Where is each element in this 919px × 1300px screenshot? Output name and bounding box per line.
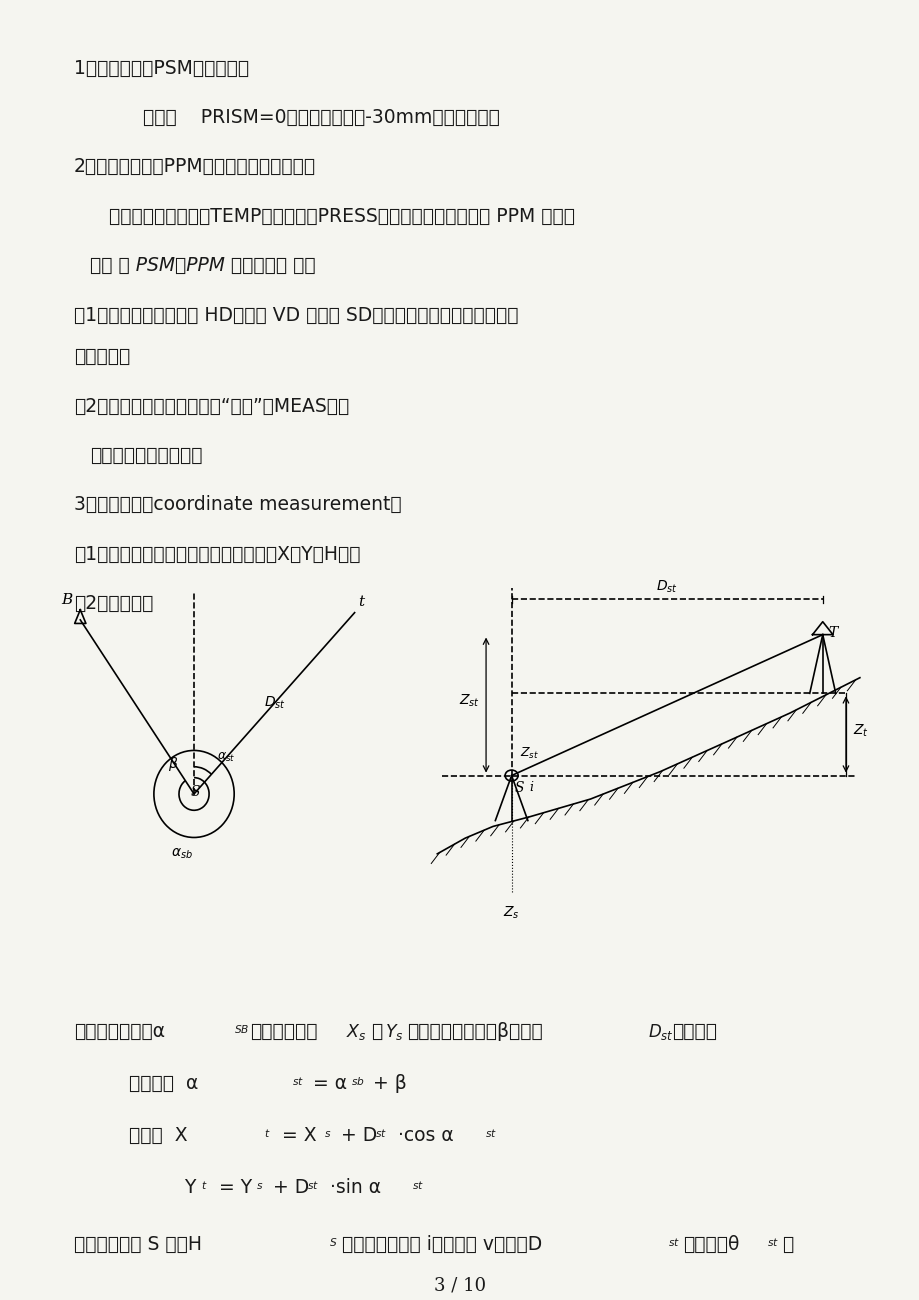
Text: + β: + β <box>367 1074 406 1093</box>
Text: 一般：    PRISM=0（原配棱镜），-30mm（国产棱镜）: 一般： PRISM=0（原配棱镜），-30mm（国产棱镜） <box>142 108 499 127</box>
Text: ，竖直角θ: ，竖直角θ <box>682 1235 738 1254</box>
Text: $_{st}$: $_{st}$ <box>412 1178 424 1192</box>
Text: $_S$: $_S$ <box>329 1235 337 1249</box>
Text: $_{st}$: $_{st}$ <box>667 1235 679 1249</box>
Text: 差及斜距）: 差及斜距） <box>74 347 130 367</box>
Text: + D: + D <box>267 1178 309 1197</box>
Text: 3 / 10: 3 / 10 <box>434 1277 485 1295</box>
Text: $\alpha_{st}$: $\alpha_{st}$ <box>217 751 235 764</box>
Text: $_{sb}$: $_{sb}$ <box>350 1074 364 1088</box>
Text: = Y: = Y <box>212 1178 252 1197</box>
Text: S: S <box>514 781 523 796</box>
Text: $_{st}$: $_{st}$ <box>307 1178 319 1192</box>
Text: （2）测量原理: （2）测量原理 <box>74 594 153 614</box>
Text: $_{st}$: $_{st}$ <box>291 1074 303 1088</box>
Text: $_t$: $_t$ <box>264 1126 270 1140</box>
Text: （1）功能：可测量目标点的三维坐标（X，Y，H）。: （1）功能：可测量目标点的三维坐标（X，Y，H）。 <box>74 545 359 564</box>
Text: $_s$: $_s$ <box>255 1178 263 1192</box>
Text: （观看距离测量录像）: （观看距离测量录像） <box>90 446 202 465</box>
Text: $\alpha_{sb}$: $\alpha_{sb}$ <box>171 846 193 861</box>
Text: + D: + D <box>335 1126 377 1145</box>
Text: ，: ， <box>781 1235 792 1254</box>
Text: $Z_{st}$: $Z_{st}$ <box>459 693 480 710</box>
Text: $_t$: $_t$ <box>200 1178 207 1192</box>
Text: ·cos α: ·cos α <box>391 1126 453 1145</box>
Text: $\beta$: $\beta$ <box>168 755 178 774</box>
Text: $_{st}$: $_{st}$ <box>484 1126 496 1140</box>
Text: ·sin α: ·sin α <box>323 1178 380 1197</box>
Text: = X: = X <box>276 1126 316 1145</box>
Text: 方位角：  α: 方位角： α <box>129 1074 198 1093</box>
Text: $X_s$: $X_s$ <box>346 1022 367 1041</box>
Text: $Z_{st}$: $Z_{st}$ <box>519 746 539 760</box>
Text: t: t <box>357 595 364 608</box>
Text: 3．坐标测量（coordinate measurement）: 3．坐标测量（coordinate measurement） <box>74 495 401 515</box>
Text: $_{st}$: $_{st}$ <box>375 1126 387 1140</box>
Text: = α: = α <box>307 1074 347 1093</box>
Text: 1）棱镜常数（PSM）的设置。: 1）棱镜常数（PSM）的设置。 <box>74 58 248 78</box>
Text: ，测站坐标（: ，测站坐标（ <box>250 1022 317 1041</box>
Text: ，: ， <box>370 1022 381 1041</box>
Text: 。则有：: 。则有： <box>672 1022 717 1041</box>
Text: （2）方法：照准棱镜点，按“测量”（MEAS）。: （2）方法：照准棱镜点，按“测量”（MEAS）。 <box>74 396 348 416</box>
Text: B: B <box>62 593 73 607</box>
Text: $D_{st}$: $D_{st}$ <box>655 578 677 594</box>
Text: （观 看 PSM、PPM 设置方法录 像）: （观 看 PSM、PPM 设置方法录 像） <box>90 256 315 276</box>
Text: $Z_t$: $Z_t$ <box>852 723 868 738</box>
Text: $_s$: $_s$ <box>323 1126 331 1140</box>
Text: $_{st}$: $_{st}$ <box>766 1235 778 1249</box>
Text: （1）功能：可测量平距 HD、高差 VD 和斜距 SD（全站仪镜点至棱镜镜点间高: （1）功能：可测量平距 HD、高差 VD 和斜距 SD（全站仪镜点至棱镜镜点间高 <box>74 306 517 325</box>
Text: Y: Y <box>184 1178 195 1197</box>
Text: 若输入：方位角α: 若输入：方位角α <box>74 1022 165 1041</box>
Text: T: T <box>827 625 836 640</box>
Text: $Y_s$: $Y_s$ <box>384 1022 403 1041</box>
Text: ，测得：仪器高 i，棱镜高 v，平距D: ，测得：仪器高 i，棱镜高 v，平距D <box>342 1235 542 1254</box>
Text: 2）大气改正数（PPM）（乘常数）的设置。: 2）大气改正数（PPM）（乘常数）的设置。 <box>74 157 315 177</box>
Text: 坐标：  X: 坐标： X <box>129 1126 187 1145</box>
Text: 输入测量时的气温（TEMP）、气压（PRESS），或经计算后，输入 PPM 的値。: 输入测量时的气温（TEMP）、气压（PRESS），或经计算后，输入 PPM 的値… <box>108 207 574 226</box>
Text: ）；测得：水平角β和平距: ）；测得：水平角β和平距 <box>406 1022 542 1041</box>
Text: $D_{st}$: $D_{st}$ <box>264 694 286 711</box>
Text: S: S <box>191 785 200 800</box>
Text: $D_{st}$: $D_{st}$ <box>647 1022 673 1041</box>
Text: i: i <box>528 781 533 794</box>
Text: $_{SB}$: $_{SB}$ <box>233 1022 249 1036</box>
Text: $Z_s$: $Z_s$ <box>503 905 519 922</box>
Text: 若输入：测站 S 高程H: 若输入：测站 S 高程H <box>74 1235 201 1254</box>
